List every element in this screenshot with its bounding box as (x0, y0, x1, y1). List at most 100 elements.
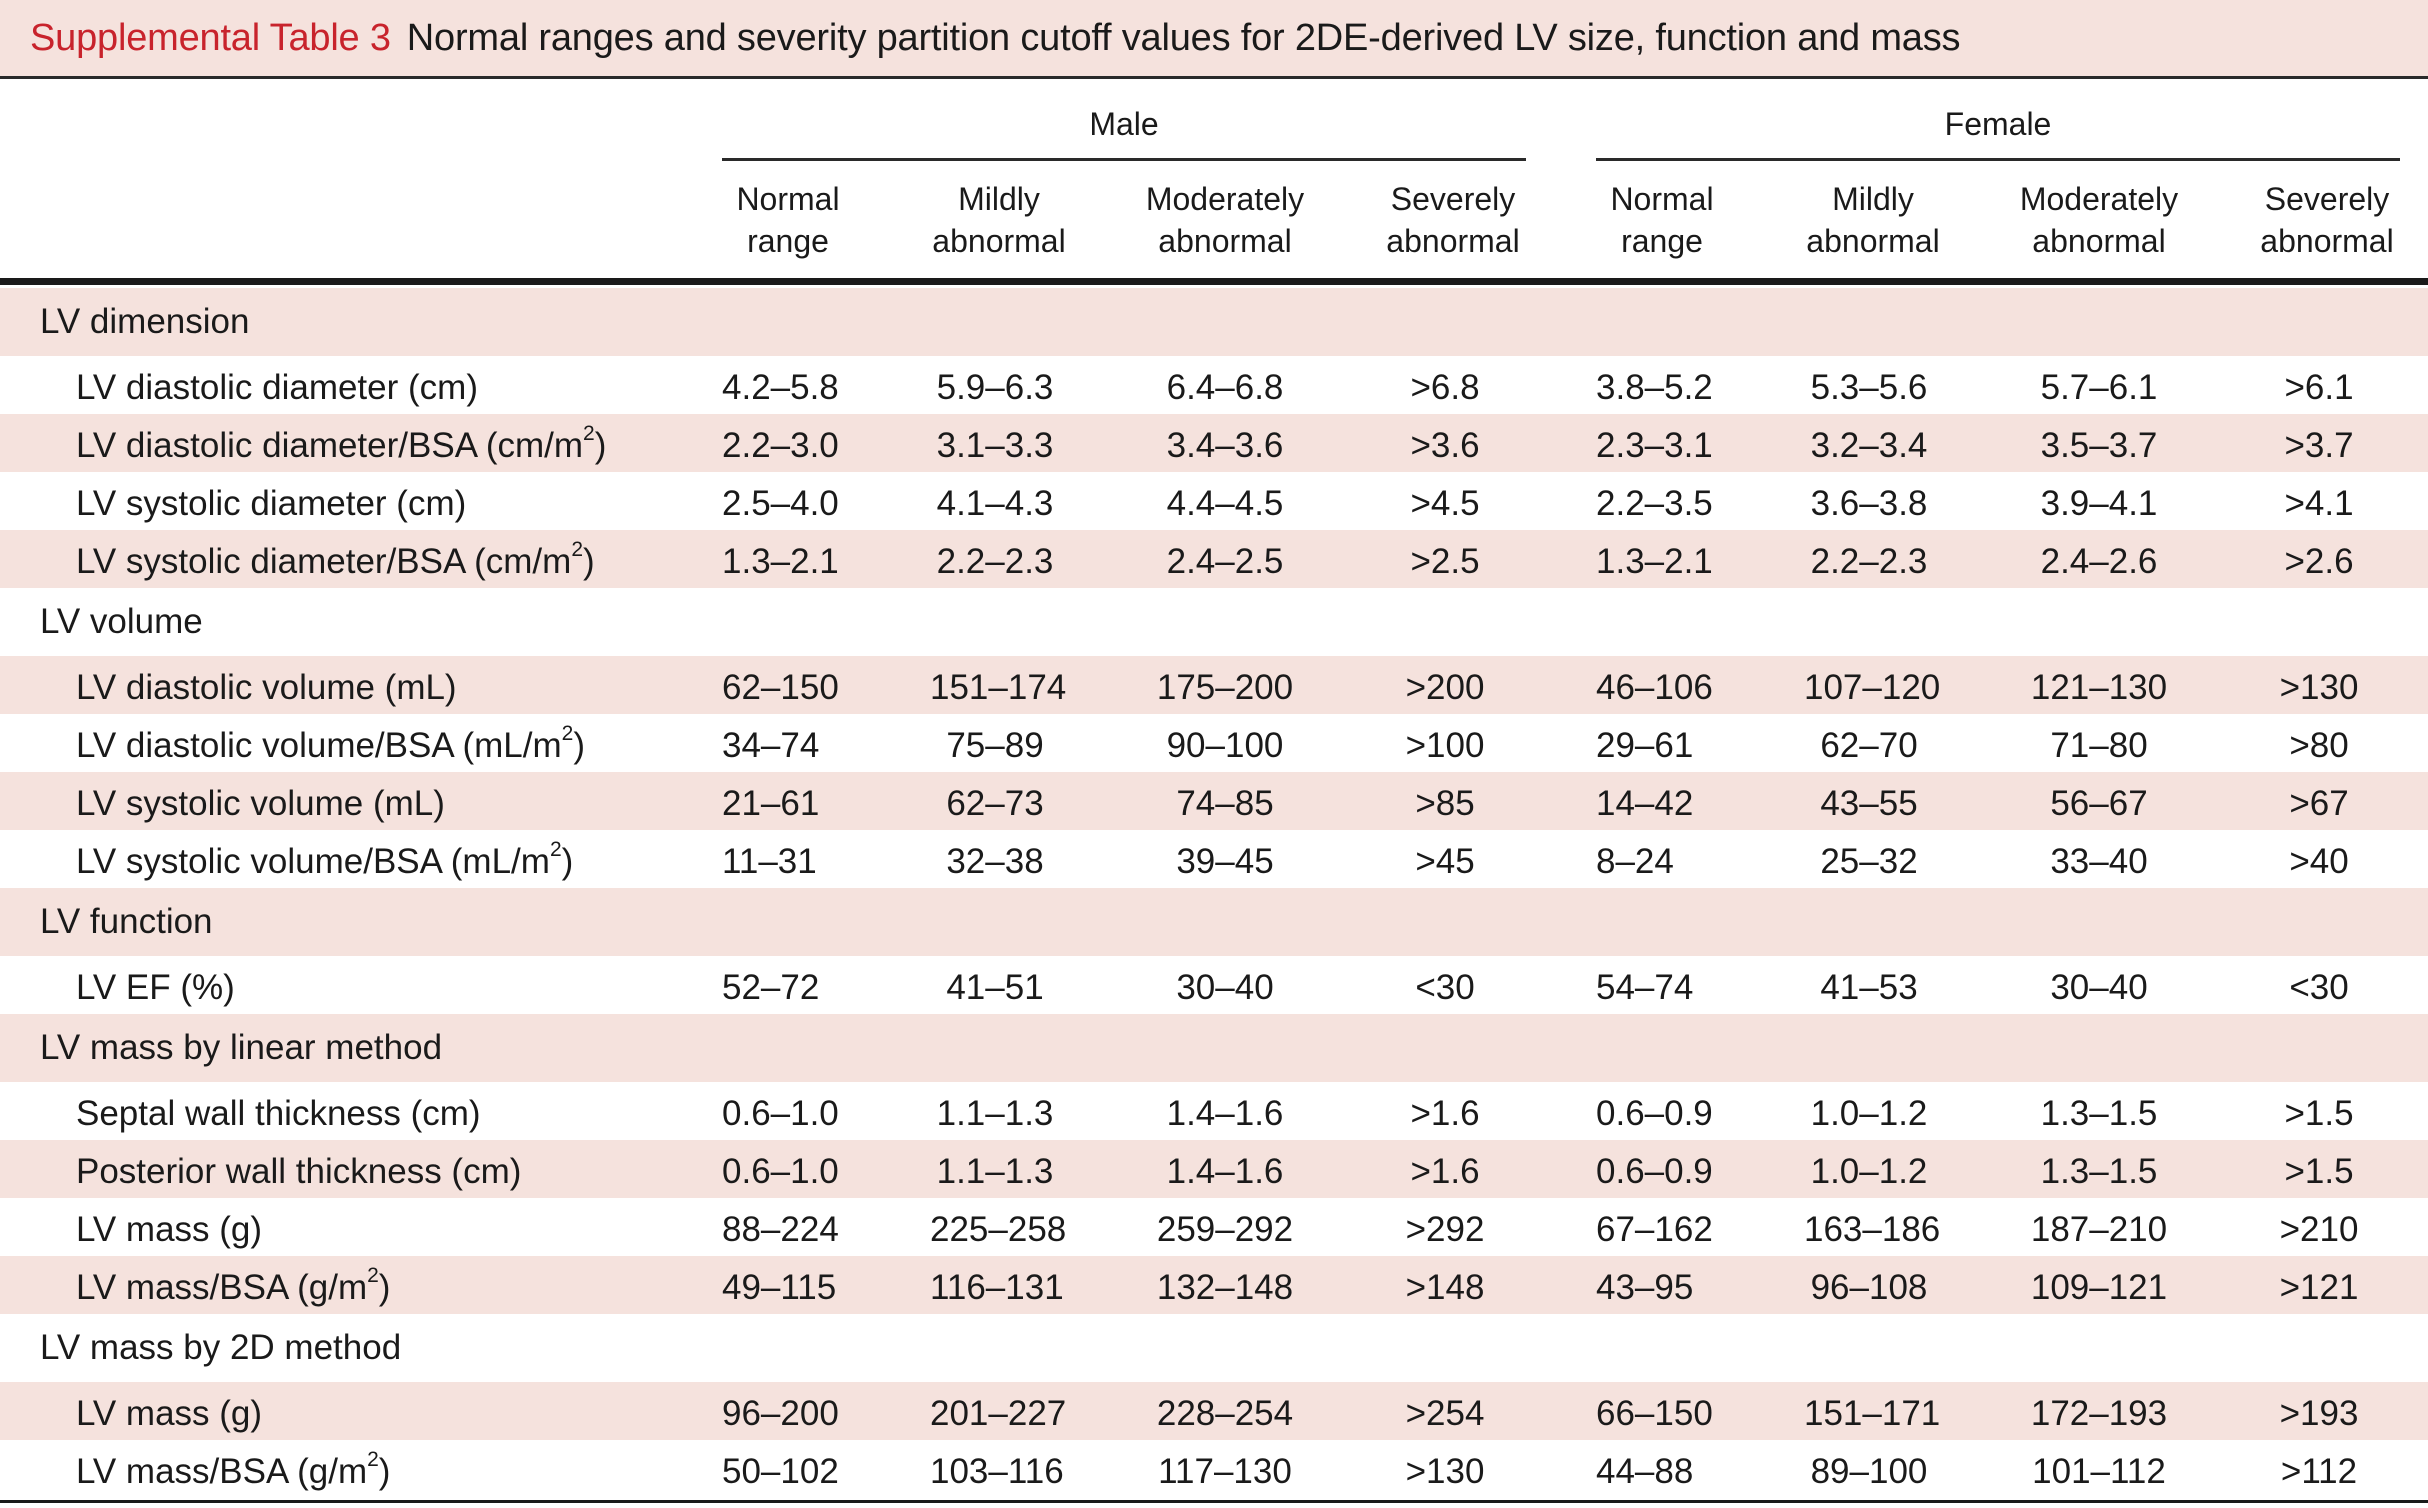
section-row: LV mass by 2D method (0, 1314, 2428, 1382)
group-divider-male (722, 158, 1526, 161)
table-cell: 50–102 (722, 1452, 839, 1491)
table-row: LV mass/BSA (g/m2) 49–115 116–131 132–148 >1… (0, 1256, 2428, 1314)
table-cell: 5.7–6.1 (2040, 368, 2158, 407)
table-cell: >1.6 (1410, 1094, 1480, 1133)
table-row: LV diastolic diameter/BSA (cm/m2) 2.2–3.0… (0, 414, 2428, 472)
table-cell: 1.3–1.5 (2040, 1152, 2158, 1191)
table-number: Supplemental Table 3 (30, 16, 391, 59)
table-cell: 8–24 (1596, 842, 1674, 881)
table-cell: >130 (1405, 1452, 1485, 1491)
table-cell: 2.5–4.0 (722, 484, 839, 523)
row-label: LV mass (g) (76, 1394, 263, 1433)
table-cell: 1.3–2.1 (722, 542, 839, 581)
table-cell: >4.5 (1410, 484, 1480, 523)
table-cell: 1.4–1.6 (1166, 1094, 1284, 1133)
table-cell: >112 (2280, 1452, 2358, 1491)
table-cell: 41–53 (1820, 968, 1918, 1007)
table-cell: 5.3–5.6 (1810, 368, 1928, 407)
table-cell: 187–210 (2030, 1210, 2168, 1249)
table-cell: 2.2–3.5 (1596, 484, 1713, 523)
table-cell: 163–186 (1804, 1210, 1941, 1249)
table-cell: >6.1 (2284, 368, 2354, 407)
table-cell: 74–85 (1176, 784, 1274, 823)
row-label: LV diastolic volume (mL) (76, 668, 457, 707)
table-cell: 21–61 (722, 784, 820, 823)
table-cell: 2.4–2.5 (1166, 542, 1284, 581)
table-cell: 107–120 (1804, 668, 1941, 707)
section-label: LV mass by linear method (40, 1028, 443, 1067)
section-row: LV function (0, 888, 2428, 956)
table-cell: >40 (2289, 842, 2349, 881)
table-cell: 66–150 (1596, 1394, 1713, 1433)
table-cell: 172–193 (2030, 1394, 2168, 1433)
table-cell: 32–38 (946, 842, 1044, 881)
table-cell: 88–224 (722, 1210, 839, 1249)
row-label: LV EF (%) (76, 968, 235, 1007)
table-cell: 3.6–3.8 (1810, 484, 1928, 523)
section-label: LV mass by 2D method (40, 1328, 402, 1367)
section-label: LV dimension (40, 302, 250, 341)
table-cell: >3.7 (2284, 426, 2354, 465)
table-cell: 3.8–5.2 (1596, 368, 1713, 407)
table-cell: >1.5 (2284, 1152, 2354, 1191)
table-row: LV mass (g) 96–200 201–227 228–254 >254 66–15… (0, 1382, 2428, 1440)
table-row: LV systolic diameter (cm) 2.5–4.0 4.1–4.3 4… (0, 472, 2428, 530)
table-cell: >85 (1415, 784, 1475, 823)
table-cell: 2.2–2.3 (1810, 542, 1928, 581)
table-cell: 6.4–6.8 (1166, 368, 1284, 407)
table-cell: 52–72 (722, 968, 820, 1007)
table-cell: >100 (1405, 726, 1485, 765)
row-label: Septal wall thickness (cm) (76, 1094, 481, 1133)
table-cell: <30 (1415, 968, 1475, 1007)
section-row: LV dimension (0, 288, 2428, 356)
table-cell: 175–200 (1156, 668, 1294, 707)
table-cell: >210 (2279, 1210, 2359, 1249)
table-cell: 4.4–4.5 (1166, 484, 1284, 523)
table-cell: >1.6 (1410, 1152, 1480, 1191)
table-cell: 3.4–3.6 (1166, 426, 1284, 465)
table-cell: 56–67 (2050, 784, 2148, 823)
table-caption: Supplemental Table 3 Normal ranges and s… (0, 0, 2428, 79)
table-cell: 96–200 (722, 1394, 839, 1433)
row-label: LV mass (g) (76, 1210, 263, 1249)
table-cell: >254 (1405, 1394, 1485, 1433)
table-cell: 3.1–3.3 (936, 426, 1054, 465)
table-cell: 0.6–1.0 (722, 1152, 839, 1191)
table-cell: 25–32 (1820, 842, 1918, 881)
table-cell: 1.3–2.1 (1596, 542, 1713, 581)
section-label: LV function (40, 902, 213, 941)
table-cell: 1.4–1.6 (1166, 1152, 1284, 1191)
table-cell: 2.2–2.3 (936, 542, 1054, 581)
table-cell: >200 (1405, 668, 1485, 707)
column-header-female-mild: Mildly abnormal (1806, 181, 1940, 259)
table-cell: 1.1–1.3 (936, 1152, 1054, 1191)
table-cell: >6.8 (1410, 368, 1480, 407)
table-cell: 3.2–3.4 (1810, 426, 1928, 465)
group-header-female: Female (1944, 106, 2052, 142)
table-cell: >4.1 (2284, 484, 2354, 523)
table-cell: 225–258 (930, 1210, 1067, 1249)
table-cell: 121–130 (2030, 668, 2168, 707)
table-cell: 3.5–3.7 (2040, 426, 2158, 465)
table-row: LV systolic volume (mL) 21–61 62–73 74–85 >8… (0, 772, 2428, 830)
table-cell: >3.6 (1410, 426, 1480, 465)
table-cell: 62–73 (946, 784, 1044, 823)
table-cell: 151–171 (1804, 1394, 1941, 1433)
table-cell: 2.4–2.6 (2040, 542, 2158, 581)
table-row: LV systolic volume/BSA (mL/m2) 11–31 32–38… (0, 830, 2428, 888)
table-row: Posterior wall thickness (cm) 0.6–1.0 1.1–… (0, 1140, 2428, 1198)
table-cell: 62–70 (1820, 726, 1918, 765)
table-cell: 201–227 (930, 1394, 1067, 1433)
table-cell: 5.9–6.3 (936, 368, 1054, 407)
table-cell: 90–100 (1166, 726, 1284, 765)
table-title: Normal ranges and severity partition cut… (406, 16, 1961, 59)
table-row: LV mass/BSA (g/m2) 50–102 103–116 117–130 >1… (0, 1440, 2428, 1498)
row-label: LV systolic diameter/BSA (cm/m2) (76, 538, 595, 581)
table-cell: 43–55 (1820, 784, 1918, 823)
column-header-female-normal: Normal range (1610, 181, 1714, 259)
table-cell: 151–174 (930, 668, 1067, 707)
table-row: LV mass (g) 88–224 225–258 259–292 >292 67–16… (0, 1198, 2428, 1256)
table-row: LV EF (%) 52–72 41–51 30–40 <30 54–74 41–53 30–… (0, 956, 2428, 1014)
table-cell: 49–115 (722, 1268, 837, 1307)
table-cell: >121 (2279, 1268, 2359, 1307)
